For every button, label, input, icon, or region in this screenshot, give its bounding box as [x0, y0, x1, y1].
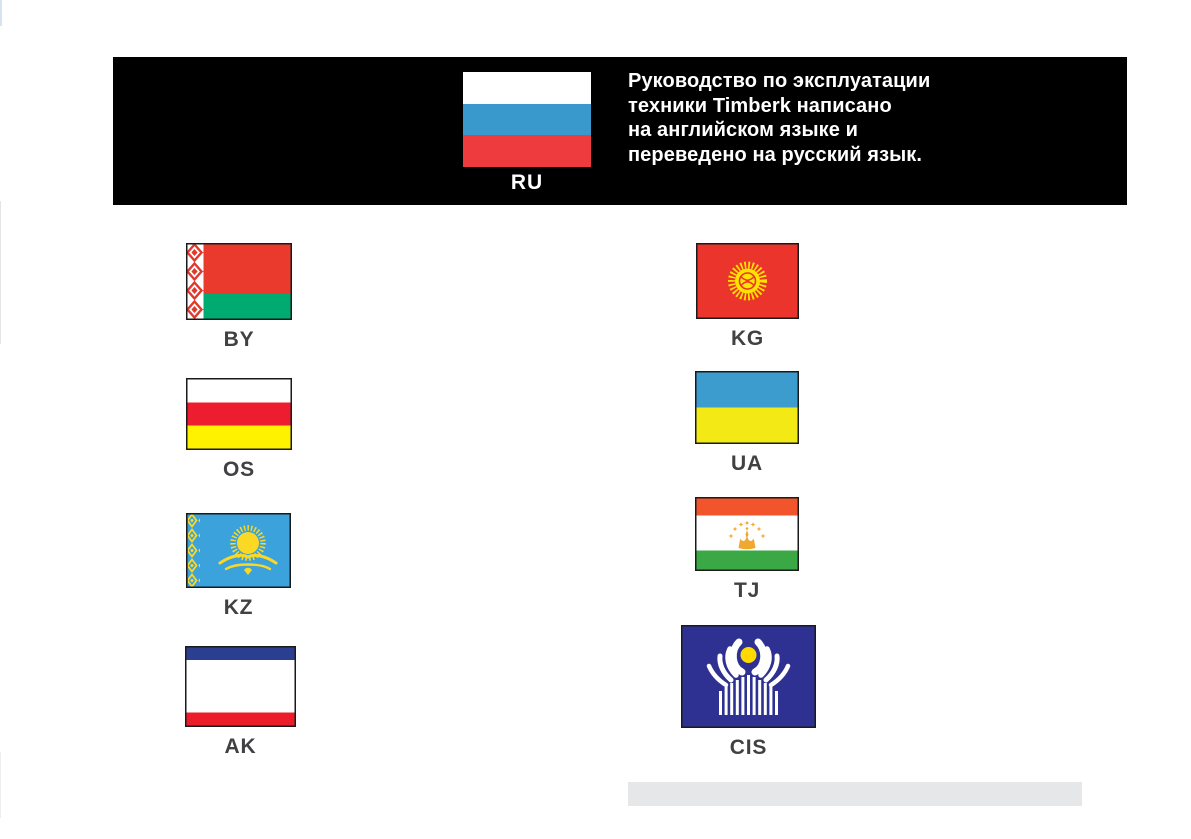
page-edge-artifact [0, 752, 1, 818]
flag-label-os: OS [223, 458, 255, 481]
flag-label-by: BY [223, 328, 255, 351]
flag-label-cis: CIS [729, 736, 768, 759]
header-banner: RU Руководство по эксплуатации техники T… [113, 57, 1127, 205]
russia-flag-blue-stripe [463, 103, 591, 136]
flag-item-by: BY [186, 243, 292, 352]
flag-item-ua: UA [695, 371, 799, 476]
ukraine-flag-icon [695, 371, 799, 444]
kazakhstan-flag-icon [186, 513, 291, 588]
russia-flag-red-stripe [463, 135, 591, 168]
flag-item-kg: KG [696, 243, 799, 351]
flag-label-ak: AK [224, 735, 257, 758]
flag-item-cis: CIS [681, 625, 816, 760]
flag-label-ua: UA [731, 452, 763, 475]
russia-flag-label: RU [510, 171, 544, 194]
cis-flag-icon [681, 625, 816, 728]
flag-item-kz: KZ [186, 513, 291, 620]
flag-label-kg: KG [730, 327, 765, 350]
kyrgyzstan-flag-icon [696, 243, 799, 319]
flag-item-os: OS [186, 378, 292, 482]
belarus-flag-icon [186, 243, 292, 320]
header-notice-line-4: переведено на русский язык. [628, 143, 923, 166]
russia-flag-white-stripe [463, 72, 591, 104]
page-edge-artifact [0, 201, 1, 344]
page-edge-artifact [0, 0, 2, 26]
header-notice-line-2: техники Timberk написано [628, 94, 892, 117]
flag-label-tj: TJ [733, 579, 761, 602]
flag-item-tj: TJ [695, 497, 799, 603]
crimea-flag-icon [185, 646, 296, 727]
south-ossetia-flag-icon [186, 378, 292, 450]
russia-flag-icon [463, 72, 591, 168]
bottom-gray-bar [628, 782, 1082, 806]
tajikistan-flag-icon [695, 497, 799, 571]
flag-item-ak: AK [185, 646, 296, 759]
header-notice-text: Руководство по эксплуатации техники Timb… [628, 69, 930, 167]
header-notice-line-3: на английском языке и [628, 119, 859, 141]
header-notice-line-1: Руководство по эксплуатации [628, 70, 931, 92]
flag-label-kz: KZ [223, 596, 254, 619]
